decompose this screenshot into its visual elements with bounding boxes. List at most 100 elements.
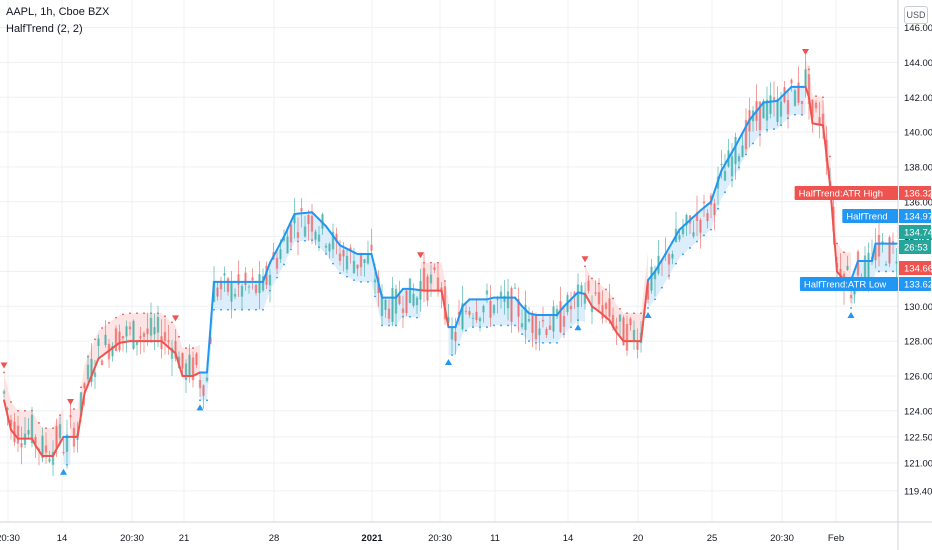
candle-body [198, 379, 202, 389]
candle-body [482, 305, 485, 313]
y-tick-label: 130.00 [904, 302, 932, 313]
atr-low-dot [556, 341, 558, 344]
halftrend-band-fill [466, 299, 470, 331]
atr-low-dot [199, 399, 201, 402]
candle-body [163, 331, 167, 341]
candle-body [293, 215, 296, 224]
atr-high-dot [101, 327, 103, 329]
candle-body [555, 308, 559, 317]
halftrend-band-fill [249, 281, 253, 310]
halftrend-segment [720, 163, 726, 172]
candle-body [34, 436, 37, 445]
candle-body [128, 326, 132, 330]
candle-body [734, 136, 737, 164]
candle-body [496, 299, 499, 301]
atr-low-dot [339, 272, 341, 275]
halftrend-segment [276, 242, 282, 251]
candle-body [100, 360, 104, 366]
halftrend-band-fill [882, 243, 886, 272]
halftrend-band-fill [354, 252, 358, 282]
halftrend-segment [640, 309, 646, 343]
halftrend-band-fill [371, 254, 375, 297]
candle-body [233, 293, 237, 297]
candle-body [548, 325, 552, 330]
halftrend-segment [269, 255, 275, 264]
halftrend-segment [710, 190, 716, 203]
candle-body [188, 354, 191, 376]
candle-body [314, 231, 317, 240]
candle-body [461, 303, 464, 330]
halftrend-band-fill [336, 240, 340, 274]
candle-body [258, 274, 261, 294]
x-tick-label: 20:30 [428, 533, 452, 544]
candle-body [447, 317, 450, 323]
atr-low-dot [206, 399, 208, 402]
halftrend-segment [657, 258, 663, 267]
currency-button[interactable]: USD [904, 6, 928, 24]
symbol-title[interactable]: AAPL, 1h, Cboe BZX [6, 6, 110, 18]
sell-signal-marker [67, 399, 74, 406]
candle-body [877, 234, 881, 257]
halftrend-segment [80, 392, 86, 417]
price-tag: 134.66 [899, 261, 932, 275]
halftrend-band-fill [704, 204, 708, 236]
atr-low-dot [850, 307, 852, 309]
atr-low-dot [682, 253, 684, 256]
price-tag-value-box [899, 225, 931, 239]
atr-high-dot [80, 386, 82, 389]
candle-body [762, 100, 765, 119]
candle-body [254, 285, 258, 293]
atr-low-dot [325, 253, 327, 255]
candle-body [223, 273, 226, 276]
atr-low-dot [451, 354, 453, 356]
atr-low-dot [773, 128, 775, 130]
buy-signal-marker [60, 468, 67, 475]
atr-high-dot [94, 338, 96, 341]
candle-body [296, 232, 300, 238]
halftrend-segment [608, 319, 614, 328]
candle-body [646, 282, 650, 300]
candle-body [132, 320, 135, 349]
atr-low-dot [374, 295, 376, 298]
atr-low-dot [262, 308, 264, 311]
candle-body [6, 407, 9, 411]
candle-body [384, 299, 387, 310]
candle-body [702, 201, 706, 204]
halftrend-segment [377, 282, 383, 299]
candle-body [268, 274, 272, 286]
candle-body [380, 294, 384, 317]
indicator-title[interactable]: HalfTrend (2, 2) [6, 23, 83, 35]
halftrend-segment [454, 315, 460, 329]
candle-body [335, 233, 338, 242]
candle-body [814, 102, 818, 109]
price-tag-label: HalfTrend [846, 212, 887, 223]
x-tick-label: 14 [563, 533, 574, 544]
candle-body [594, 292, 597, 294]
candle-body [545, 329, 548, 336]
atr-high-dot [619, 307, 621, 310]
candle-body [562, 316, 566, 327]
candle-body [552, 306, 555, 332]
price-tag-value-box [899, 277, 931, 291]
candle-body [370, 244, 373, 251]
atr-low-dot [878, 270, 880, 273]
candle-body [20, 442, 23, 448]
halftrend-segment [584, 293, 590, 302]
candle-body [125, 326, 128, 337]
candle-body [170, 347, 174, 359]
candle-body [209, 337, 212, 344]
atr-high-dot [10, 401, 12, 403]
candle-body [387, 308, 391, 319]
halftrend-band-fill [102, 325, 106, 356]
atr-low-dot [304, 239, 306, 242]
atr-high-dot [591, 277, 593, 280]
candle-body [27, 429, 30, 435]
candle-body [804, 69, 807, 88]
candle-body [142, 333, 146, 337]
candle-body [415, 297, 419, 306]
candle-body [506, 291, 510, 309]
candle-body [426, 276, 429, 301]
candle-body [398, 295, 401, 304]
